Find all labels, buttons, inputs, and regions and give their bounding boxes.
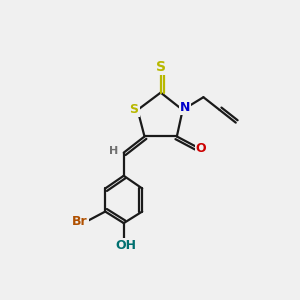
Text: OH: OH (116, 238, 136, 252)
Text: N: N (180, 101, 190, 114)
Text: S: S (130, 103, 139, 116)
Text: S: S (156, 60, 166, 74)
Text: H: H (109, 146, 118, 157)
Text: Br: Br (72, 215, 88, 229)
Text: O: O (196, 142, 206, 154)
